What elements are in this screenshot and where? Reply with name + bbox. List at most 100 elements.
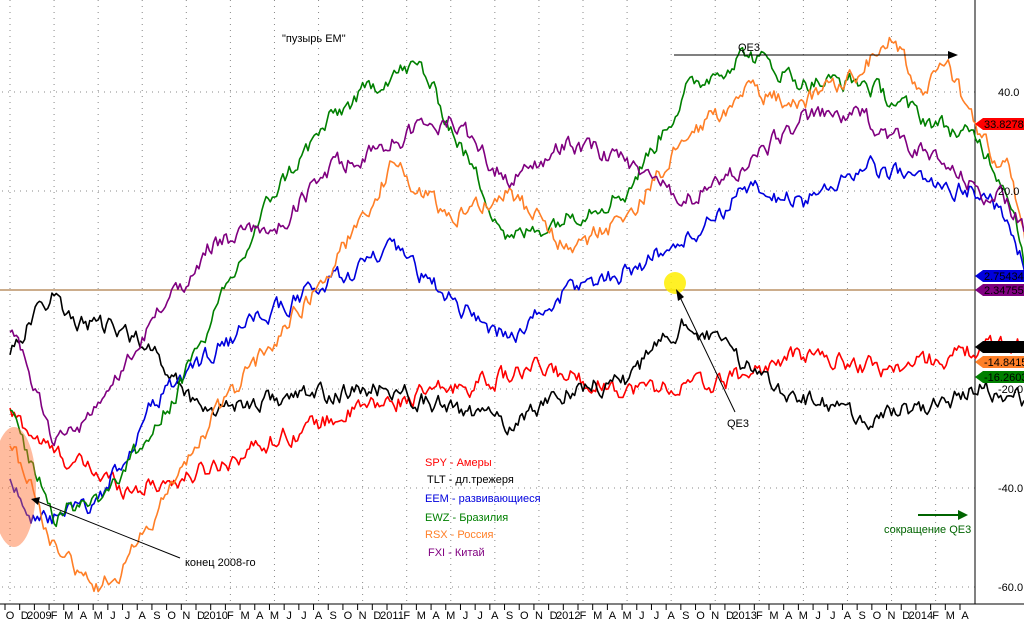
x-tick-label: A: [139, 610, 147, 622]
series-line-eem: [9, 155, 1024, 525]
series-line-fxi: [9, 105, 1024, 447]
x-tick-label: S: [153, 610, 160, 622]
legend-entry: EWZ - Бразилия: [425, 512, 508, 524]
qe3-highlight: [664, 272, 686, 294]
x-tick-label: S: [682, 610, 689, 622]
x-tick-label: J: [815, 610, 821, 622]
value-tag-text: 2.34755: [984, 285, 1024, 297]
x-tick-label: A: [432, 610, 440, 622]
y-tick-label: -40.0: [998, 483, 1023, 495]
x-tick-label: F: [932, 610, 939, 622]
value-tag-spy: [975, 118, 1024, 130]
x-tick-label: J: [463, 610, 469, 622]
x-tick-label: F: [580, 610, 587, 622]
x-tick-label: M: [799, 610, 808, 622]
series-line-rsx: [9, 36, 1024, 593]
bubble-label: "пузырь EM": [282, 33, 346, 45]
x-tick-label: N: [711, 610, 719, 622]
x-tick-label: D: [373, 610, 381, 622]
legend-entry: SPY - Амеры: [425, 457, 492, 469]
value-tag-text: 2.75434: [984, 271, 1024, 283]
value-tag-text: -11.7247: [984, 342, 1024, 354]
x-tick-label: A: [961, 610, 969, 622]
x-tick-label: O: [520, 610, 529, 622]
x-tick-label: O: [696, 610, 705, 622]
legend-entry: TLT - дл.трежеря: [427, 474, 514, 486]
end-2008-highlight: [0, 427, 36, 547]
legend-entry: EEM - развивающиеся: [425, 493, 541, 505]
x-tick-label: D: [726, 610, 734, 622]
legend-entry: FXI - Китай: [428, 547, 485, 559]
x-tick-label: M: [769, 610, 778, 622]
value-tag-eem: [975, 270, 1024, 282]
x-tick-label: F: [756, 610, 763, 622]
end-2008-pointer-line: [36, 500, 181, 559]
x-tick-label: 2009: [27, 610, 51, 622]
x-tick-label: N: [535, 610, 543, 622]
x-tick-label: N: [359, 610, 367, 622]
x-tick-label: M: [240, 610, 249, 622]
x-tick-label: F: [227, 610, 234, 622]
qe3-arrow-label: QE3: [738, 42, 760, 54]
x-tick-label: J: [654, 610, 660, 622]
x-tick-label: A: [667, 610, 675, 622]
x-tick-label: D: [197, 610, 205, 622]
y-tick-label: 40.0: [998, 87, 1019, 99]
y-tick-label: -60.0: [998, 582, 1023, 594]
x-tick-label: 2010: [203, 610, 227, 622]
x-tick-label: 2013: [732, 610, 756, 622]
grid: [0, 0, 1024, 605]
qe3-pointer-head: [676, 289, 684, 301]
x-tick-label: J: [477, 610, 483, 622]
x-tick-label: A: [315, 610, 323, 622]
x-tick-label: M: [446, 610, 455, 622]
x-tick-label: S: [330, 610, 337, 622]
x-tick-label: A: [80, 610, 88, 622]
x-tick-label: J: [125, 610, 131, 622]
right-axis: 40.0 20.0 -20.0 -40.0 -60.0: [998, 87, 1023, 594]
series-group: [9, 36, 1024, 593]
x-tick-label: O: [344, 610, 353, 622]
series-line-tlt: [9, 292, 1024, 436]
value-tag-fxi: [975, 284, 1024, 296]
series-line-spy: [9, 334, 1024, 500]
qe3-point-label: QE3: [727, 418, 749, 430]
x-tick-label: N: [182, 610, 190, 622]
y-tick-label: 20.0: [998, 186, 1019, 198]
x-tick-label: J: [110, 610, 116, 622]
x-tick-label: S: [858, 610, 865, 622]
legend: SPY - Амеры TLT - дл.трежеря EEM - развива…: [425, 457, 541, 559]
x-tick-label: 2012: [556, 610, 580, 622]
x-tick-label: A: [844, 610, 852, 622]
x-tick-label: J: [286, 610, 292, 622]
x-tick-label: N: [888, 610, 896, 622]
end-2008-pointer-head: [31, 497, 40, 505]
x-tick-label: S: [506, 610, 513, 622]
value-tag-text: 33.8278: [984, 119, 1024, 131]
x-tick-label: A: [256, 610, 264, 622]
x-tick-label: J: [301, 610, 307, 622]
value-tag-ewz: [975, 371, 1024, 383]
x-tick-label: O: [873, 610, 882, 622]
x-tick-label: A: [491, 610, 499, 622]
x-tick-label: M: [94, 610, 103, 622]
x-tick-label: M: [417, 610, 426, 622]
x-tick-label: M: [270, 610, 279, 622]
x-tick-label: 2014: [909, 610, 933, 622]
x-tick-label: J: [830, 610, 836, 622]
x-tick-label: A: [785, 610, 793, 622]
value-tag-text: -16.2603: [984, 372, 1024, 384]
qe3-arrow-head: [948, 51, 958, 59]
x-tick-label: F: [403, 610, 410, 622]
x-tick-label: M: [593, 610, 602, 622]
y-tick-label: -20.0: [998, 384, 1023, 396]
value-tags: 33.8278 -11.7247 2.75434 -16.2603 -14.8415 2.…: [975, 118, 1024, 384]
taper-label: сокращение QE3: [884, 524, 971, 536]
x-tick-label: D: [902, 610, 910, 622]
value-tag-text: -14.8415: [984, 357, 1024, 369]
series-line-ewz: [9, 46, 1024, 528]
x-tick-label: D: [550, 610, 558, 622]
x-tick-label: M: [946, 610, 955, 622]
x-tick-label: F: [51, 610, 58, 622]
